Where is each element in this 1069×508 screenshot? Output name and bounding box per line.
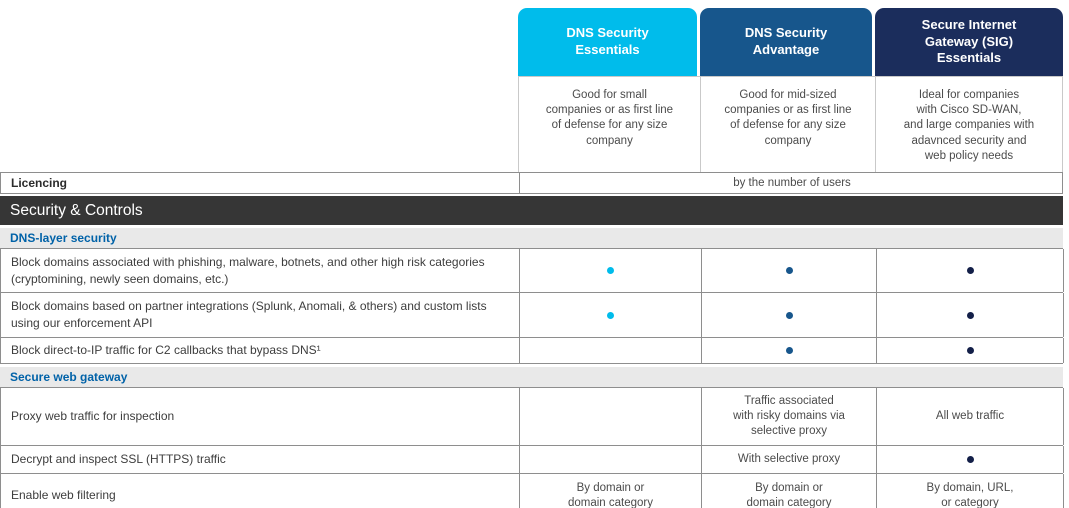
feature-label: Proxy web traffic for inspection xyxy=(11,409,175,424)
plan-header-dns-security-advantage: DNS Security Advantage xyxy=(700,8,872,76)
cell-sig xyxy=(876,293,1064,337)
included-dot-icon xyxy=(966,456,974,463)
cell-sig xyxy=(876,249,1064,292)
included-dot-icon xyxy=(966,311,974,319)
header-spacer xyxy=(0,8,518,76)
cell-sig: All web traffic xyxy=(876,388,1064,445)
cell-sig: By domain, URL, or category xyxy=(876,474,1064,508)
table-row: Block domains based on partner integrati… xyxy=(0,293,1064,338)
feature-label: Decrypt and inspect SSL (HTTPS) traffic xyxy=(11,452,226,467)
plan-description-advantage: Good for mid-sized companies or as first… xyxy=(700,76,875,172)
feature-label: Block domains associated with phishing, … xyxy=(11,254,485,286)
plan-header-dns-security-essentials: DNS Security Essentials xyxy=(518,8,697,76)
licensing-label: Licencing xyxy=(11,176,68,190)
cell-essentials xyxy=(519,249,701,292)
table-row: Block domains associated with phishing, … xyxy=(0,249,1064,293)
cell-advantage: With selective proxy xyxy=(701,446,876,473)
cell-value-text: All web traffic xyxy=(935,410,1005,423)
included-dot-icon xyxy=(785,267,793,274)
plan-description-sig: Ideal for companies with Cisco SD-WAN, a… xyxy=(875,76,1063,172)
licensing-value: by the number of users xyxy=(519,173,1064,193)
cell-essentials: By domain or domain category xyxy=(519,474,701,508)
table-row: Block direct-to-IP traffic for C2 callba… xyxy=(0,338,1064,364)
included-dot-icon xyxy=(785,347,793,354)
cell-essentials xyxy=(519,388,701,445)
feature-label: Block direct-to-IP traffic for C2 callba… xyxy=(11,343,321,358)
included-dot-icon xyxy=(607,311,614,319)
included-dot-icon xyxy=(785,311,793,319)
cell-advantage xyxy=(701,293,876,337)
plan-header-sig-essentials: Secure Internet Gateway (SIG) Essentials xyxy=(875,8,1063,76)
cell-sig xyxy=(876,446,1064,473)
cell-value-text: With selective proxy xyxy=(737,453,841,466)
cell-essentials xyxy=(519,338,701,363)
cell-advantage: Traffic associated with risky domains vi… xyxy=(701,388,876,445)
included-dot-icon xyxy=(607,267,614,274)
cell-value-text: By domain or domain category xyxy=(746,481,832,508)
section-header-security-and-controls: Security & Controls xyxy=(0,196,1063,225)
cell-value-text: Traffic associated with risky domains vi… xyxy=(733,395,845,437)
cell-advantage xyxy=(701,249,876,292)
table-row: Proxy web traffic for inspection Traffic… xyxy=(0,388,1064,446)
cell-advantage: By domain or domain category xyxy=(701,474,876,508)
licensing-row: Licencing by the number of users xyxy=(0,172,1063,194)
feature-label: Enable web filtering xyxy=(11,488,116,503)
cell-essentials xyxy=(519,293,701,337)
cell-advantage xyxy=(701,338,876,363)
table-row: Enable web filtering By domain or domain… xyxy=(0,474,1064,508)
description-spacer xyxy=(0,76,518,172)
table-row: Decrypt and inspect SSL (HTTPS) traffic … xyxy=(0,446,1064,474)
cell-essentials xyxy=(519,446,701,473)
cell-value-text: By domain, URL, or category xyxy=(926,481,1014,508)
cell-value-text: By domain or domain category xyxy=(567,481,654,508)
plan-header-row: DNS Security Essentials DNS Security Adv… xyxy=(0,8,1063,76)
included-dot-icon xyxy=(966,347,974,354)
plan-description-essentials: Good for small companies or as first lin… xyxy=(518,76,700,172)
cell-sig xyxy=(876,338,1064,363)
plan-description-row: Good for small companies or as first lin… xyxy=(0,76,1063,172)
subsection-header-secure-web-gateway: Secure web gateway xyxy=(0,367,1063,388)
subsection-header-dns-layer-security: DNS-layer security xyxy=(0,228,1063,249)
feature-label: Block domains based on partner integrati… xyxy=(11,299,487,330)
included-dot-icon xyxy=(966,267,974,274)
